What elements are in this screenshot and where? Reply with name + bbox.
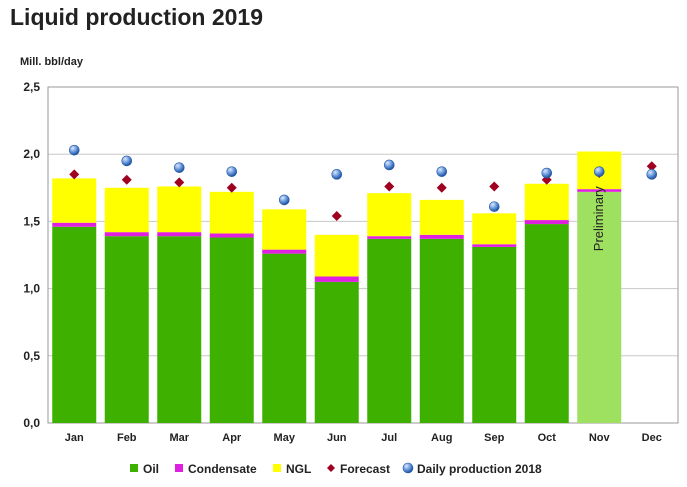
bar-oil-oct [524, 224, 569, 423]
forecast-marker-jul [384, 181, 395, 192]
bar-oil-jul [367, 238, 412, 423]
y-tick-label: 2,0 [23, 147, 40, 161]
legend: Oil Condensate NGL Forecast Daily production… [130, 462, 542, 476]
daily-2018-marker-feb [121, 155, 133, 167]
bar-ngl-sep [472, 213, 517, 245]
y-tick-label: 1,0 [23, 282, 40, 296]
daily-2018-marker-jan [68, 144, 80, 156]
bar-ngl-may [262, 209, 307, 250]
preliminary-label: Preliminary [591, 186, 606, 252]
forecast-marker-dec [646, 161, 657, 172]
bar-oil-may [262, 253, 307, 423]
legend-label-daily-production-2018: Daily production 2018 [417, 462, 542, 476]
plot-area [47, 86, 679, 424]
bar-condensate-aug [419, 234, 464, 239]
legend-swatch-ngl [273, 464, 281, 472]
legend-label-ngl: NGL [286, 462, 311, 476]
bar-ngl-feb [104, 187, 149, 233]
bar-ngl-apr [209, 191, 254, 234]
x-tick-label: Oct [538, 432, 557, 444]
bar-condensate-oct [524, 220, 569, 225]
daily-2018-marker-dec [646, 169, 658, 180]
forecast-marker-feb [121, 174, 132, 185]
daily-2018-marker-apr [226, 166, 238, 177]
forecast-marker-apr [226, 182, 237, 193]
x-tick-label: Jan [65, 432, 84, 444]
x-tick-label: Jul [381, 432, 397, 444]
forecast-marker-mar [174, 177, 185, 188]
bar-condensate-mar [157, 232, 202, 237]
bar-condensate-jul [367, 236, 412, 239]
bar-condensate-feb [104, 232, 149, 237]
bar-condensate-may [262, 249, 307, 254]
bar-condensate-sep [472, 244, 517, 247]
legend-swatch-oil [130, 464, 138, 472]
legend-label-oil: Oil [143, 462, 159, 476]
y-axis: 0,0 0,5 1,0 1,5 2,0 2,5 [23, 80, 40, 430]
daily-2018-marker-sep [488, 201, 500, 212]
x-tick-label: Nov [589, 432, 611, 444]
bar-ngl-aug [419, 199, 464, 235]
y-tick-label: 0,5 [23, 349, 40, 363]
daily-2018-marker-jun [331, 169, 343, 180]
bar-condensate-nov [577, 189, 622, 192]
bar-oil-jan [52, 226, 97, 423]
forecast-marker-jun [331, 211, 342, 222]
x-tick-label: May [274, 432, 296, 444]
bar-ngl-mar [157, 186, 202, 233]
bars [52, 151, 622, 423]
x-axis: Jan Feb Mar Apr May Jun Jul Aug Sep Oct Nov Dec [65, 432, 662, 444]
x-tick-label: Jun [327, 432, 347, 444]
legend-swatch-daily-2018 [402, 462, 414, 474]
bar-condensate-jan [52, 222, 97, 227]
daily-2018-marker-mar [173, 162, 185, 173]
forecast-marker-sep [489, 181, 500, 192]
bar-ngl-jun [314, 234, 359, 277]
bar-oil-mar [157, 236, 202, 423]
legend-swatch-forecast [327, 464, 335, 472]
legend-label-forecast: Forecast [340, 462, 390, 476]
x-tick-label: Mar [169, 432, 189, 444]
markers [68, 144, 658, 222]
bar-oil-sep [472, 246, 517, 423]
x-tick-label: Aug [431, 432, 452, 444]
x-tick-label: Dec [642, 432, 662, 444]
daily-2018-marker-jul [383, 159, 395, 171]
x-tick-label: Apr [222, 432, 242, 444]
bar-oil-nov [577, 191, 622, 423]
x-tick-label: Feb [117, 432, 137, 444]
daily-2018-marker-oct [541, 167, 553, 179]
daily-2018-marker-aug [436, 166, 448, 177]
x-tick-label: Sep [484, 432, 504, 444]
forecast-marker-jan [69, 169, 80, 180]
y-tick-label: 2,5 [23, 80, 40, 94]
y-tick-label: 1,5 [23, 214, 40, 228]
daily-2018-marker-nov [593, 166, 605, 177]
bar-condensate-jun [314, 276, 359, 282]
legend-label-condensate: Condensate [188, 462, 257, 476]
daily-2018-marker-may [278, 194, 290, 206]
bar-oil-jun [314, 281, 359, 423]
bar-condensate-apr [209, 233, 254, 238]
bar-ngl-jan [52, 178, 97, 223]
y-tick-label: 0,0 [23, 416, 40, 430]
bar-oil-aug [419, 238, 464, 423]
forecast-marker-aug [436, 182, 447, 193]
bar-oil-feb [104, 236, 149, 423]
bar-ngl-jul [367, 193, 412, 237]
bar-ngl-oct [524, 183, 569, 221]
annotations: Preliminary [591, 186, 606, 252]
legend-swatch-condensate [175, 464, 183, 472]
chart-title: Liquid production 2019 [10, 4, 264, 30]
y-axis-label: Mill. bbl/day [20, 56, 83, 68]
bar-oil-apr [209, 237, 254, 423]
